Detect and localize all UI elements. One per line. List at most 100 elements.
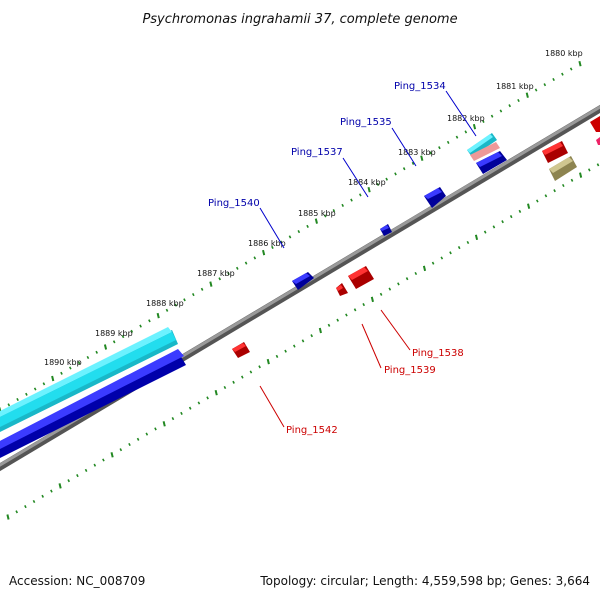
ring-tick — [314, 218, 318, 224]
reverse-gene-blocks — [232, 116, 600, 358]
ring-tick — [156, 312, 160, 319]
ring-tick — [552, 77, 555, 82]
ring-tick — [180, 411, 183, 415]
ring-tick — [525, 92, 529, 98]
ring-tick — [438, 146, 441, 150]
ring-tick — [42, 382, 46, 386]
ring-tick — [310, 334, 314, 338]
ring-tick — [51, 375, 55, 382]
ring-tick — [110, 452, 114, 458]
ring-tick — [509, 215, 513, 219]
ring-tick — [492, 225, 496, 229]
ring-tick — [318, 327, 322, 334]
gene-block-r1 — [232, 342, 250, 358]
gene-block-pink — [470, 142, 500, 161]
gene-label-ping-1540: Ping_1540 — [208, 198, 260, 209]
ring-tick — [24, 505, 27, 509]
ring-tick — [171, 417, 175, 421]
ring-tick — [394, 172, 397, 176]
accession-text: Accession: NC_008709 — [9, 574, 146, 588]
outer-tick-ring — [0, 60, 582, 413]
scale-label: 1889 kbp — [95, 329, 133, 338]
ring-tick — [345, 313, 348, 317]
ring-tick — [440, 256, 444, 260]
gene-block-f2 — [380, 224, 392, 236]
scale-label: 1890 kbp — [44, 358, 82, 367]
gene-block-r3 — [348, 266, 374, 289]
ring-tick — [121, 335, 125, 339]
ring-tick — [240, 375, 244, 379]
scale-label: 1885 kbp — [298, 209, 336, 218]
gene-block-f3 — [424, 187, 446, 208]
ring-tick — [402, 167, 406, 171]
ring-tick — [561, 183, 565, 188]
ring-tick — [508, 104, 512, 108]
ring-tick — [68, 366, 72, 370]
ring-tick — [162, 421, 166, 427]
ring-tick — [279, 240, 283, 244]
ring-tick — [297, 230, 301, 234]
ring-tick — [466, 240, 470, 245]
scale-label: 1883 kbp — [398, 148, 436, 157]
ring-tick — [481, 119, 485, 123]
ring-tick — [483, 230, 487, 234]
ring-tick — [534, 88, 538, 92]
forward-gene-labels: Ping_1534 Ping_1535 Ping_1537 Ping_1540 — [208, 81, 477, 249]
ring-tick — [284, 349, 287, 353]
scale-label: 1888 kbp — [146, 299, 184, 308]
ring-tick — [33, 387, 37, 391]
ring-tick — [379, 292, 383, 296]
ring-tick — [165, 308, 169, 312]
scale-label: 1884 kbp — [348, 178, 386, 187]
ring-tick — [518, 209, 522, 213]
ring-tick — [188, 406, 192, 410]
ring-tick — [60, 371, 63, 375]
ring-tick — [244, 261, 248, 265]
ring-tick — [414, 271, 418, 276]
inner-tick-ring — [6, 163, 600, 520]
ring-tick — [327, 323, 331, 327]
gene-label-ping-1535: Ping_1535 — [340, 117, 392, 128]
ring-tick — [191, 293, 195, 297]
cyan-feature-band — [0, 327, 178, 433]
ring-tick — [183, 298, 186, 302]
ring-tick — [367, 186, 371, 193]
ring-tick — [553, 189, 556, 193]
ring-tick — [275, 354, 279, 358]
map-title: Psychromonas ingrahamii 37, complete gen… — [142, 12, 457, 27]
ring-tick — [353, 308, 357, 312]
ring-tick — [25, 392, 28, 396]
gene-label-ping-1537: Ping_1537 — [291, 147, 343, 158]
ring-tick — [214, 389, 218, 396]
gene-block-olive — [549, 156, 577, 181]
ring-tick — [578, 60, 582, 67]
gene-block-f4 — [476, 151, 507, 174]
gene-block-f1 — [292, 272, 314, 290]
ring-tick — [16, 397, 19, 402]
ring-tick — [58, 483, 62, 489]
ring-tick — [218, 277, 222, 281]
ring-tick — [420, 155, 424, 161]
ring-tick — [397, 282, 400, 286]
ring-tick — [103, 344, 108, 350]
gene-block-r2 — [336, 283, 348, 296]
ring-tick — [253, 256, 257, 260]
ring-tick — [527, 203, 531, 209]
ring-tick — [323, 214, 327, 218]
scale-label: 1881 kbp — [496, 82, 534, 91]
ring-tick — [67, 479, 71, 483]
ring-tick — [6, 514, 10, 520]
ring-tick — [596, 163, 600, 167]
ring-tick — [95, 350, 99, 354]
ring-tick — [50, 489, 53, 493]
ring-tick — [15, 510, 19, 514]
gene-block-r6 — [596, 137, 600, 145]
ring-tick — [288, 235, 292, 239]
ring-tick — [544, 194, 548, 198]
ring-tick — [262, 249, 266, 256]
ring-tick — [200, 287, 204, 291]
ring-tick — [86, 355, 90, 360]
ring-tick — [139, 324, 142, 328]
ring-tick — [422, 265, 427, 272]
ring-tick — [449, 251, 452, 255]
